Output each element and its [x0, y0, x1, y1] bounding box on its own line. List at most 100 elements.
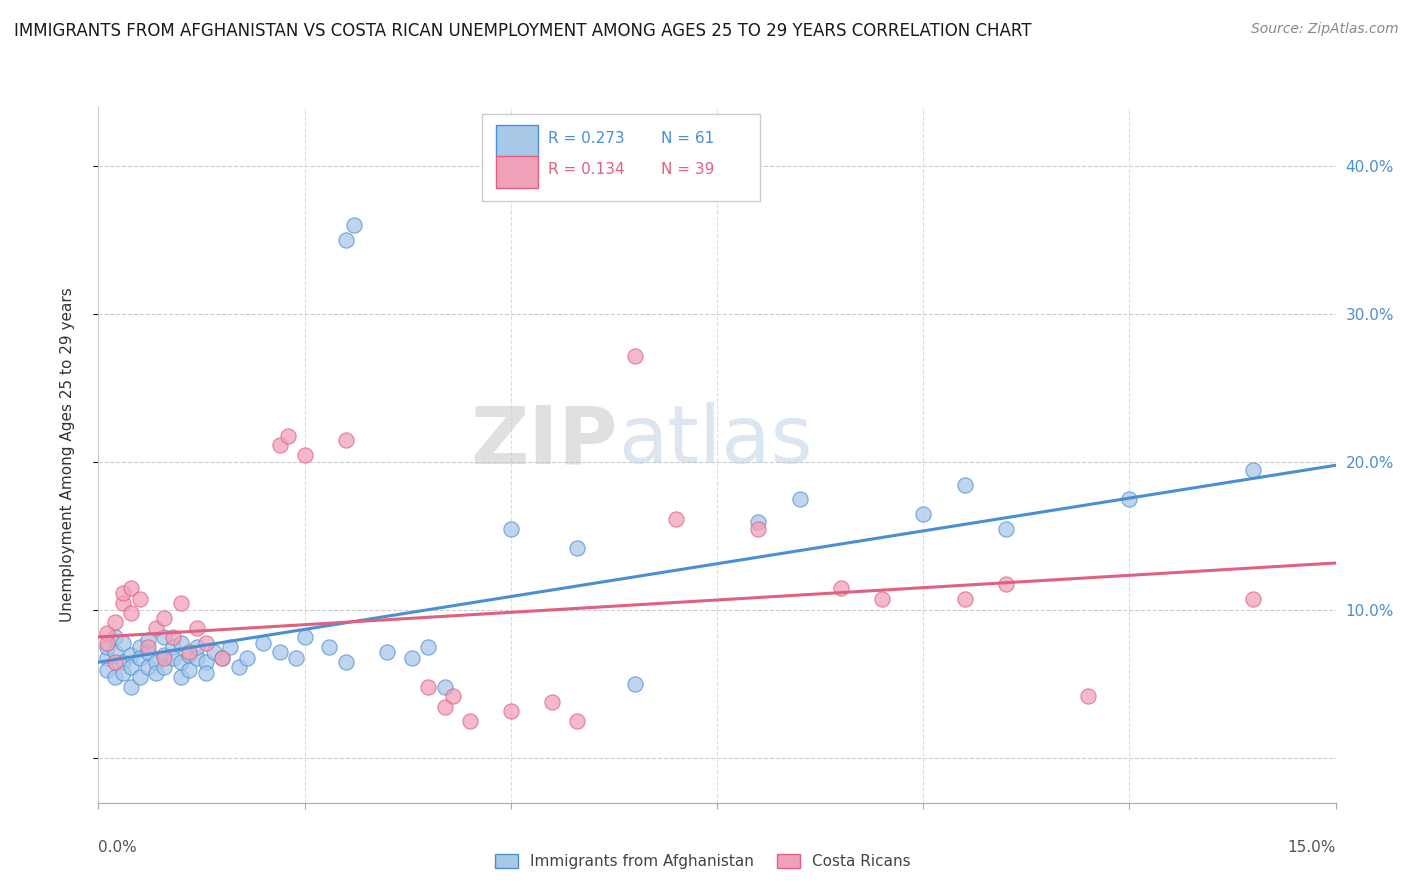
Point [162, 630, 184, 644]
Point [112, 655, 135, 669]
Point [145, 665, 167, 680]
Point [252, 636, 274, 650]
Point [211, 650, 233, 665]
Point [120, 607, 142, 621]
Point [145, 621, 167, 635]
Point [335, 433, 357, 447]
Text: 15.0%: 15.0% [1288, 839, 1336, 855]
Point [1118, 492, 1140, 507]
Point [912, 507, 935, 521]
Point [153, 611, 176, 625]
Point [830, 581, 852, 595]
Point [104, 655, 127, 669]
Point [623, 677, 645, 691]
Text: atlas: atlas [619, 402, 813, 480]
Text: Source: ZipAtlas.com: Source: ZipAtlas.com [1251, 22, 1399, 37]
Point [112, 665, 135, 680]
Point [170, 670, 193, 684]
Point [433, 699, 456, 714]
Point [153, 630, 176, 644]
Point [1241, 463, 1264, 477]
Point [747, 515, 769, 529]
Point [202, 645, 225, 659]
Point [96, 640, 118, 655]
Point [219, 640, 242, 655]
Point [170, 636, 193, 650]
Text: ZIP: ZIP [471, 402, 619, 480]
Point [136, 659, 159, 673]
Point [162, 640, 184, 655]
Point [1241, 591, 1264, 606]
Point [565, 714, 588, 729]
Point [112, 596, 135, 610]
Point [128, 670, 150, 684]
Point [112, 636, 135, 650]
Point [665, 511, 688, 525]
FancyBboxPatch shape [482, 114, 761, 201]
Point [128, 591, 150, 606]
Y-axis label: Unemployment Among Ages 25 to 29 years: Unemployment Among Ages 25 to 29 years [60, 287, 75, 623]
Point [120, 681, 142, 695]
Point [236, 650, 259, 665]
Point [269, 645, 291, 659]
Point [294, 448, 316, 462]
Point [623, 349, 645, 363]
Point [441, 690, 464, 704]
Text: 0.0%: 0.0% [98, 839, 138, 855]
Point [96, 636, 118, 650]
Point [343, 219, 366, 233]
Point [401, 650, 423, 665]
Point [128, 640, 150, 655]
Point [162, 650, 184, 665]
Point [186, 650, 208, 665]
Point [194, 655, 217, 669]
Point [186, 640, 208, 655]
Point [277, 428, 299, 442]
Point [285, 650, 308, 665]
Point [335, 655, 357, 669]
Point [269, 437, 291, 451]
Point [153, 659, 176, 673]
FancyBboxPatch shape [495, 125, 537, 157]
Point [499, 522, 522, 536]
Point [120, 648, 142, 662]
Point [96, 663, 118, 677]
Point [136, 645, 159, 659]
Point [458, 714, 481, 729]
Point [870, 591, 893, 606]
Point [499, 704, 522, 718]
Point [104, 670, 127, 684]
Point [104, 630, 127, 644]
Point [953, 591, 976, 606]
Point [318, 640, 340, 655]
Point [1077, 690, 1099, 704]
Point [294, 630, 316, 644]
Point [186, 621, 208, 635]
Point [179, 645, 201, 659]
Text: IMMIGRANTS FROM AFGHANISTAN VS COSTA RICAN UNEMPLOYMENT AMONG AGES 25 TO 29 YEAR: IMMIGRANTS FROM AFGHANISTAN VS COSTA RIC… [14, 22, 1032, 40]
Point [433, 681, 456, 695]
Point [375, 645, 398, 659]
Point [179, 648, 201, 662]
Point [136, 640, 159, 655]
Point [96, 650, 118, 665]
Point [194, 636, 217, 650]
Point [153, 648, 176, 662]
Point [747, 522, 769, 536]
Point [228, 659, 250, 673]
Point [170, 655, 193, 669]
Point [994, 522, 1017, 536]
Text: N = 61: N = 61 [661, 131, 714, 146]
Point [120, 581, 142, 595]
Legend: Immigrants from Afghanistan, Costa Ricans: Immigrants from Afghanistan, Costa Rican… [489, 848, 917, 875]
Point [179, 663, 201, 677]
Text: N = 39: N = 39 [661, 162, 714, 178]
Point [211, 650, 233, 665]
Point [418, 640, 440, 655]
Text: R = 0.134: R = 0.134 [547, 162, 624, 178]
Point [112, 585, 135, 599]
Point [128, 650, 150, 665]
Point [170, 596, 193, 610]
Point [104, 615, 127, 630]
Point [994, 576, 1017, 591]
